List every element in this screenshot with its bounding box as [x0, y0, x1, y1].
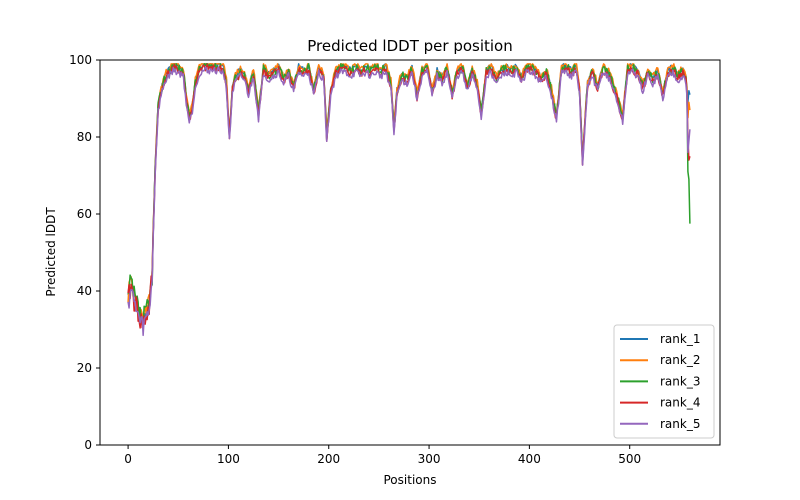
- y-tick-label: 0: [84, 438, 92, 452]
- y-tick-label: 80: [77, 130, 92, 144]
- x-tick-label: 400: [518, 452, 541, 466]
- x-tick-label: 0: [124, 452, 132, 466]
- x-tick-label: 500: [618, 452, 641, 466]
- legend-box: [613, 324, 715, 439]
- x-tick-label: 200: [317, 452, 340, 466]
- y-tick-label: 60: [77, 207, 92, 221]
- series-line-rank-2: [127, 63, 691, 327]
- legend-label: rank_1: [660, 332, 700, 346]
- chart-title: Predicted lDDT per position: [307, 37, 512, 55]
- x-tick-label: 100: [217, 452, 240, 466]
- axes-frame: [99, 59, 721, 446]
- legend-label: rank_4: [660, 396, 700, 410]
- legend-label: rank_5: [660, 417, 700, 431]
- legend-label: rank_2: [660, 353, 700, 367]
- y-tick-label: 100: [69, 53, 92, 67]
- series-line-rank-5: [127, 66, 691, 337]
- y-tick-label: 20: [77, 361, 92, 375]
- plot-lines: [127, 63, 691, 337]
- y-tick-label: 40: [77, 284, 92, 298]
- x-axis-ticks: 0 100 200 300 400 500: [124, 445, 641, 466]
- legend: rank_1 rank_2 rank_3 rank_4 rank_5: [613, 324, 715, 439]
- x-axis-label: Positions: [384, 473, 437, 487]
- y-axis-label: Predicted lDDT: [44, 207, 58, 297]
- legend-label: rank_3: [660, 374, 700, 388]
- y-axis-ticks: 0 20 40 60 80 100: [69, 53, 100, 452]
- x-tick-label: 300: [418, 452, 441, 466]
